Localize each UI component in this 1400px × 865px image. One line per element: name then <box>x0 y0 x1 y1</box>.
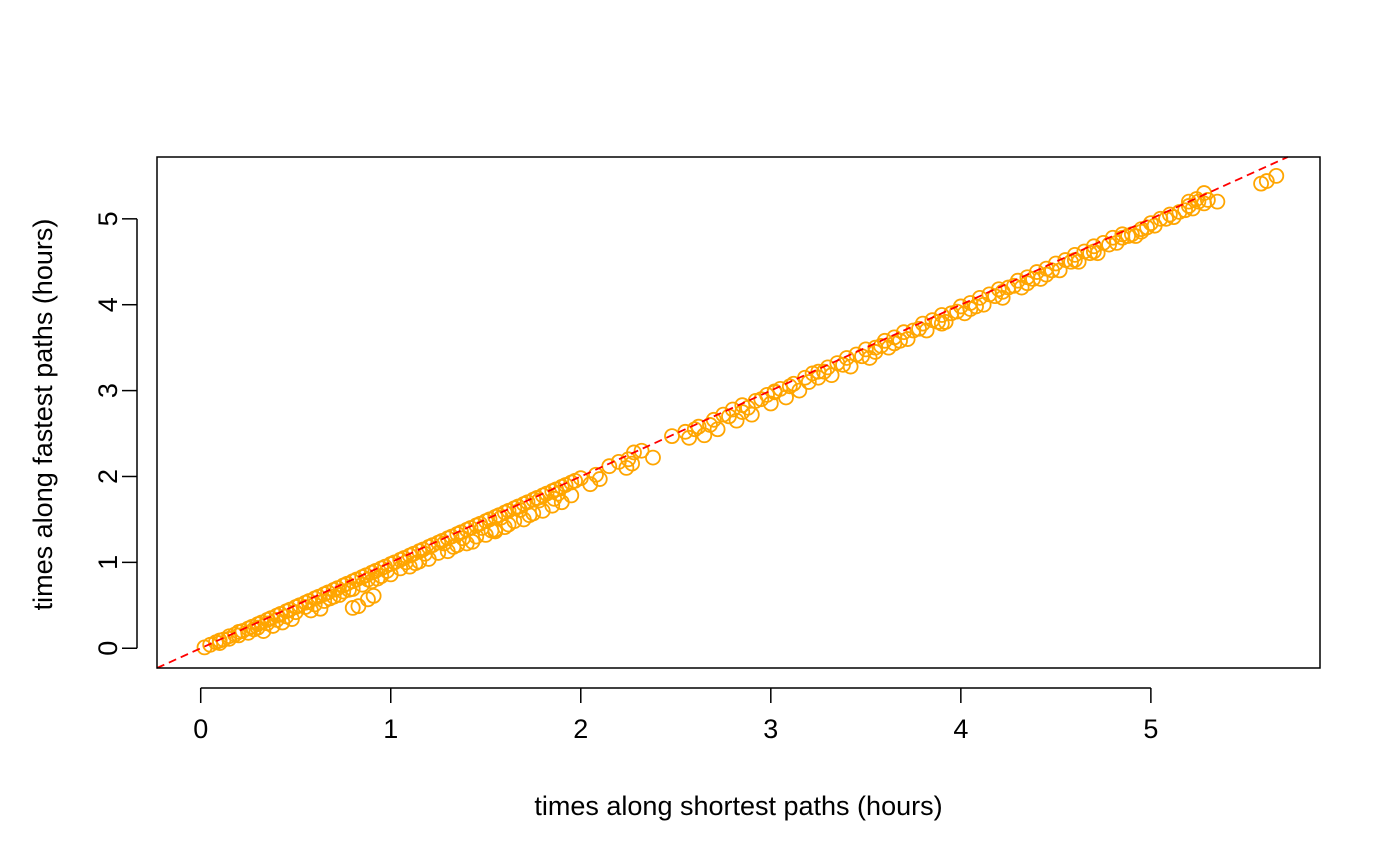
data-point <box>734 404 751 420</box>
data-point <box>1180 193 1197 210</box>
data-point <box>1133 223 1150 240</box>
data-point <box>1142 215 1159 232</box>
data-point <box>724 401 741 418</box>
data-point <box>633 442 650 459</box>
data-point <box>728 412 745 429</box>
data-point <box>265 618 281 634</box>
data-point <box>1038 266 1055 283</box>
data-point <box>211 635 228 651</box>
x-tick-label: 3 <box>763 714 778 744</box>
data-point <box>867 344 884 360</box>
data-point <box>360 571 376 588</box>
data-point <box>791 382 808 399</box>
x-axis: 0 1 2 3 4 5 <box>193 687 1158 744</box>
data-point <box>857 341 874 358</box>
data-point <box>624 455 640 472</box>
x-tick-label: 1 <box>383 714 398 744</box>
x-tick-label: 4 <box>953 714 968 744</box>
data-point <box>417 545 433 562</box>
data-point <box>365 587 382 604</box>
data-point <box>1019 275 1036 292</box>
data-point <box>1108 234 1125 251</box>
data-point <box>645 449 661 466</box>
y-tick-label: 0 <box>93 641 123 656</box>
data-point <box>1104 229 1121 246</box>
data-point <box>331 587 348 603</box>
x-tick-label: 2 <box>573 714 588 744</box>
data-point <box>500 516 517 533</box>
x-tick-label: 0 <box>193 714 208 744</box>
data-point <box>886 335 903 352</box>
y-tick-label: 3 <box>93 383 123 398</box>
data-point <box>464 533 481 550</box>
data-point <box>512 502 528 518</box>
data-point <box>354 576 371 593</box>
y-axis-title: times along fastest paths (hours) <box>28 219 58 611</box>
data-point <box>709 421 726 438</box>
y-axis: 0 1 2 3 4 5 <box>93 211 138 656</box>
data-point <box>702 417 718 433</box>
data-point <box>303 602 319 619</box>
data-point <box>994 283 1011 300</box>
data-point <box>816 363 832 380</box>
data-point <box>626 444 642 461</box>
data-point <box>800 374 817 390</box>
data-point <box>322 590 338 607</box>
data-point <box>284 611 300 627</box>
data-point <box>588 466 604 483</box>
data-point <box>1196 185 1212 201</box>
data-point <box>255 623 272 639</box>
data-point <box>407 555 424 572</box>
data-point <box>246 621 262 638</box>
data-point <box>686 421 703 438</box>
data-point <box>962 301 979 317</box>
y-tick-label: 1 <box>93 555 123 570</box>
data-point <box>1209 193 1226 210</box>
data-point <box>531 492 547 509</box>
data-point <box>911 320 927 337</box>
points-layer <box>196 167 1285 656</box>
data-point <box>550 485 566 502</box>
data-point <box>230 627 247 644</box>
data-point <box>1258 173 1275 189</box>
data-point <box>341 581 357 598</box>
data-point <box>838 350 855 366</box>
data-point <box>591 471 608 487</box>
x-axis-title: times along shortest paths (hours) <box>534 791 942 821</box>
data-point <box>681 429 697 446</box>
data-point <box>445 539 462 555</box>
x-tick-label: 5 <box>1143 714 1158 744</box>
data-point <box>759 386 775 403</box>
data-point <box>990 281 1007 298</box>
y-tick-label: 2 <box>93 469 123 484</box>
data-point <box>1114 229 1131 246</box>
y-tick-label: 5 <box>93 211 123 226</box>
data-point <box>781 378 798 395</box>
data-point <box>312 600 329 617</box>
data-point <box>436 535 452 552</box>
plot-frame <box>156 156 1321 669</box>
data-point <box>1268 167 1285 184</box>
data-point <box>1165 209 1182 226</box>
data-point <box>933 315 950 332</box>
data-point <box>546 490 563 507</box>
reference-line <box>156 156 1289 669</box>
data-point <box>521 507 538 524</box>
data-point <box>1177 202 1193 219</box>
data-point <box>455 530 471 547</box>
y-tick-label: 4 <box>93 297 123 312</box>
data-point <box>369 570 386 587</box>
data-point <box>1161 206 1178 223</box>
data-point <box>487 523 504 540</box>
data-point <box>274 614 291 631</box>
